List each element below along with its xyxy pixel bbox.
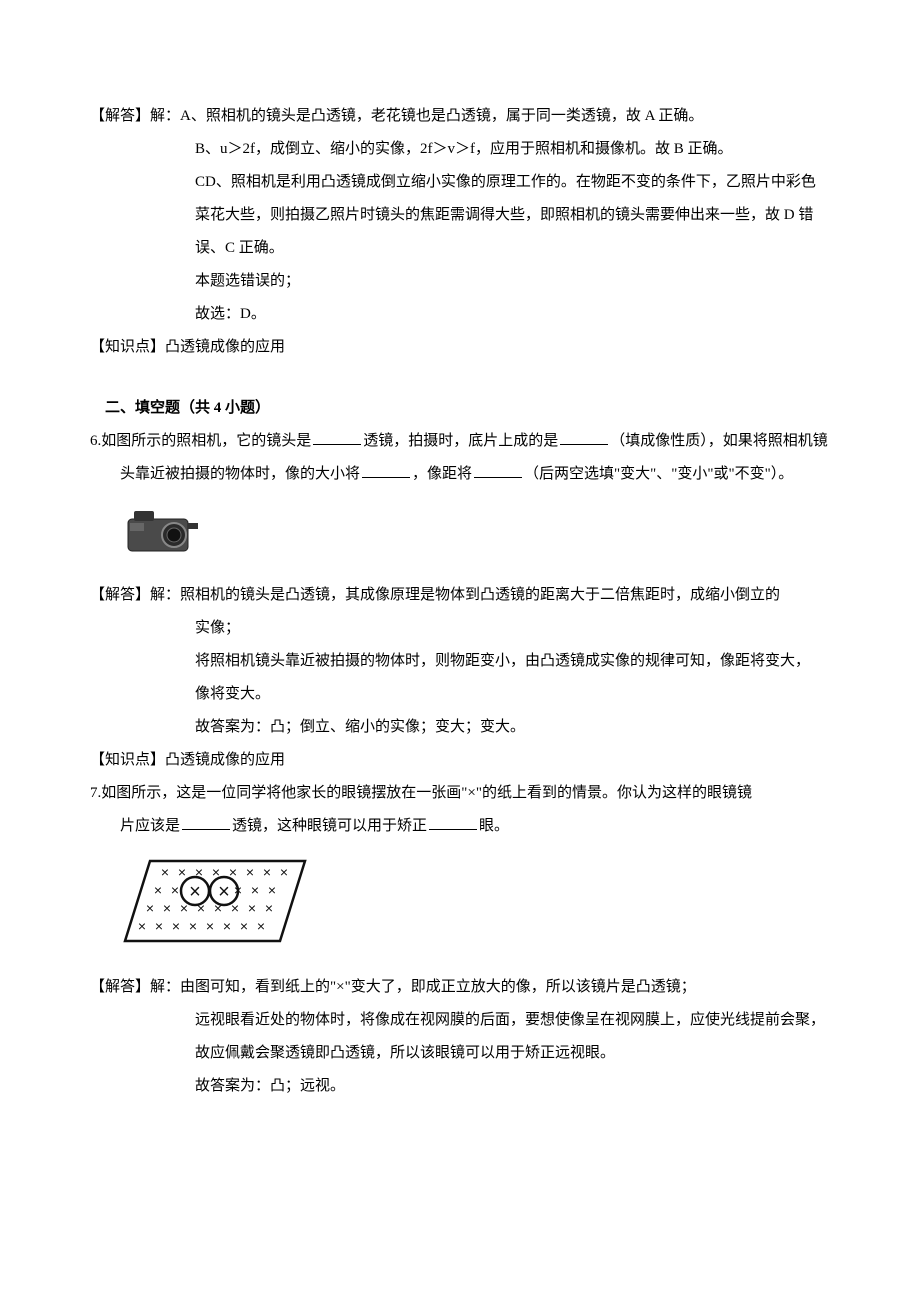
q5-answer-line-f: 故选：D。 bbox=[90, 298, 830, 331]
kp-label: 【知识点】 bbox=[90, 339, 165, 355]
q6-blank3 bbox=[362, 462, 410, 478]
svg-text:×: × bbox=[240, 918, 248, 934]
q6-blank2 bbox=[560, 429, 608, 445]
svg-text:×: × bbox=[206, 918, 214, 934]
q6-camera-image bbox=[90, 501, 830, 569]
q7-stem1: 如图所示，这是一位同学将他家长的眼镜摆放在一张画"×"的纸上看到的情景。你认为这… bbox=[101, 785, 752, 801]
q6-stem2c: （后两空选填"变大"、"变小"或"不变"）。 bbox=[524, 466, 793, 482]
svg-text:×: × bbox=[163, 900, 171, 916]
q5-ans-a-text: 解：A、照相机的镜头是凸透镜，老花镜也是凸透镜，属于同一类透镜，故 A 正确。 bbox=[150, 108, 703, 124]
q5-answer-line-a: 【解答】解：A、照相机的镜头是凸透镜，老花镜也是凸透镜，属于同一类透镜，故 A … bbox=[90, 100, 830, 133]
svg-text:×: × bbox=[146, 900, 154, 916]
q7-stem-line1: 7.如图所示，这是一位同学将他家长的眼镜摆放在一张画"×"的纸上看到的情景。你认… bbox=[90, 777, 830, 810]
svg-text:×: × bbox=[268, 882, 276, 898]
q5-answer-line-cd3: 误、C 正确。 bbox=[90, 232, 830, 265]
svg-text:×: × bbox=[155, 918, 163, 934]
q5-kp-text: 凸透镜成像的应用 bbox=[165, 339, 285, 355]
svg-text:×: × bbox=[178, 864, 186, 880]
glasses-on-paper-icon: ×××××××× ××××× ×××××××× ×××××××× ×× bbox=[120, 853, 310, 948]
svg-text:×: × bbox=[248, 900, 256, 916]
svg-text:×: × bbox=[171, 882, 179, 898]
q7-stem2a: 片应该是 bbox=[120, 818, 180, 834]
q6-blank4 bbox=[474, 462, 522, 478]
q7-blank2 bbox=[429, 814, 477, 830]
q7-number: 7. bbox=[90, 785, 101, 801]
q6-blank1 bbox=[313, 429, 361, 445]
q7-ans1: 解：由图可知，看到纸上的"×"变大了，即成正立放大的像，所以该镜片是凸透镜； bbox=[150, 979, 696, 995]
document-page: 【解答】解：A、照相机的镜头是凸透镜，老花镜也是凸透镜，属于同一类透镜，故 A … bbox=[0, 0, 920, 1302]
camera-icon bbox=[120, 501, 210, 556]
svg-text:×: × bbox=[251, 882, 259, 898]
q6-number: 6. bbox=[90, 433, 101, 449]
q7-answer-line4: 故答案为：凸；远视。 bbox=[90, 1070, 830, 1103]
svg-text:×: × bbox=[189, 918, 197, 934]
svg-text:×: × bbox=[218, 881, 230, 903]
svg-text:×: × bbox=[154, 882, 162, 898]
q6-stem1c: （填成像性质），如果将照相机镜 bbox=[610, 433, 828, 449]
svg-text:×: × bbox=[223, 918, 231, 934]
kp-label: 【知识点】 bbox=[90, 752, 165, 768]
answer-label: 【解答】 bbox=[90, 587, 150, 603]
q6-answer-line1: 【解答】解：照相机的镜头是凸透镜，其成像原理是物体到凸透镜的距离大于二倍焦距时，… bbox=[90, 579, 830, 612]
q5-answer-line-b: B、u＞2f，成倒立、缩小的实像，2f＞v＞f，应用于照相机和摄像机。故 B 正… bbox=[90, 133, 830, 166]
section-2-title: 二、填空题（共 4 小题） bbox=[90, 392, 830, 425]
svg-text:×: × bbox=[189, 881, 201, 903]
q6-stem2a: 头靠近被拍摄的物体时，像的大小将 bbox=[120, 466, 360, 482]
q7-answer-line1: 【解答】解：由图可知，看到纸上的"×"变大了，即成正立放大的像，所以该镜片是凸透… bbox=[90, 971, 830, 1004]
svg-text:×: × bbox=[246, 864, 254, 880]
q6-stem2b: ，像距将 bbox=[412, 466, 472, 482]
svg-text:×: × bbox=[263, 864, 271, 880]
q6-answer-line3: 将照相机镜头靠近被拍摄的物体时，则物距变小，由凸透镜成实像的规律可知，像距将变大… bbox=[90, 645, 830, 678]
q6-stem-line1: 6.如图所示的照相机，它的镜头是 透镜，拍摄时，底片上成的是 （填成像性质），如果将… bbox=[90, 425, 830, 458]
q6-answer-line4: 像将变大。 bbox=[90, 678, 830, 711]
svg-text:×: × bbox=[161, 864, 169, 880]
q5-answer-line-cd1: CD、照相机是利用凸透镜成倒立缩小实像的原理工作的。在物距不变的条件下，乙照片中… bbox=[90, 166, 830, 199]
q6-knowledge-point: 【知识点】凸透镜成像的应用 bbox=[90, 744, 830, 777]
q6-ans1: 解：照相机的镜头是凸透镜，其成像原理是物体到凸透镜的距离大于二倍焦距时，成缩小倒… bbox=[150, 587, 780, 603]
q7-answer-line2: 远视眼看近处的物体时，将像成在视网膜的后面，要想使像呈在视网膜上，应使光线提前会… bbox=[90, 1004, 830, 1037]
q7-answer-line3: 故应佩戴会聚透镜即凸透镜，所以该眼镜可以用于矫正远视眼。 bbox=[90, 1037, 830, 1070]
q5-knowledge-point: 【知识点】凸透镜成像的应用 bbox=[90, 331, 830, 364]
q7-blank1 bbox=[182, 814, 230, 830]
q6-stem1b: 透镜，拍摄时，底片上成的是 bbox=[363, 433, 558, 449]
svg-text:×: × bbox=[172, 918, 180, 934]
svg-text:×: × bbox=[280, 864, 288, 880]
q5-answer-line-e: 本题选错误的； bbox=[90, 265, 830, 298]
q7-glasses-image: ×××××××× ××××× ×××××××× ×××××××× ×× bbox=[90, 853, 830, 961]
answer-label: 【解答】 bbox=[90, 108, 150, 124]
q6-answer-line2: 实像； bbox=[90, 612, 830, 645]
svg-text:×: × bbox=[138, 918, 146, 934]
q6-answer-line5: 故答案为：凸；倒立、缩小的实像；变大；变大。 bbox=[90, 711, 830, 744]
answer-label: 【解答】 bbox=[90, 979, 150, 995]
q5-answer-line-cd2: 菜花大些，则拍摄乙照片时镜头的焦距需调得大些，即照相机的镜头需要伸出来一些，故 … bbox=[90, 199, 830, 232]
q6-stem-line2: 头靠近被拍摄的物体时，像的大小将 ，像距将 （后两空选填"变大"、"变小"或"不变"… bbox=[90, 458, 830, 491]
q6-kp-text: 凸透镜成像的应用 bbox=[165, 752, 285, 768]
q7-stem2c: 眼。 bbox=[479, 818, 509, 834]
q7-stem-line2: 片应该是 透镜，这种眼镜可以用于矫正 眼。 bbox=[90, 810, 830, 843]
q6-stem1a: 如图所示的照相机，它的镜头是 bbox=[101, 433, 311, 449]
svg-text:×: × bbox=[265, 900, 273, 916]
q7-stem2b: 透镜，这种眼镜可以用于矫正 bbox=[232, 818, 427, 834]
svg-text:×: × bbox=[257, 918, 265, 934]
